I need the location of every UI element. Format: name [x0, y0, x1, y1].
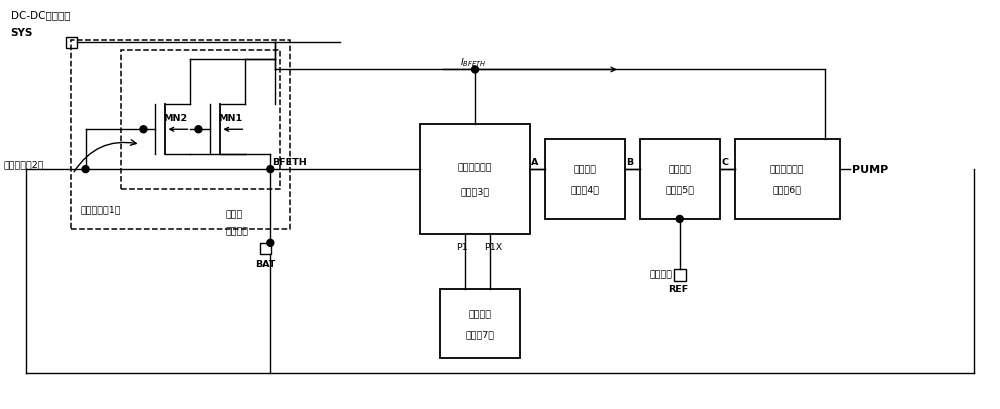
Text: 充电单元（1）: 充电单元（1）: [81, 205, 121, 214]
Circle shape: [267, 166, 274, 173]
Text: REF: REF: [668, 285, 688, 294]
Bar: [420, 125, 530, 234]
Circle shape: [82, 166, 89, 173]
Text: 充电电流调节: 充电电流调节: [770, 165, 804, 174]
Text: 采样单元（2）: 采样单元（2）: [4, 160, 44, 169]
Circle shape: [676, 216, 683, 223]
Circle shape: [267, 240, 274, 247]
Bar: [66, 38, 77, 48]
Bar: [545, 140, 625, 219]
Text: 单元（5）: 单元（5）: [665, 185, 694, 194]
Bar: [71, 40, 290, 229]
Text: BAT: BAT: [255, 260, 276, 269]
Circle shape: [140, 126, 147, 133]
Text: 单元（4）: 单元（4）: [570, 185, 599, 194]
Text: B: B: [626, 157, 633, 166]
Text: C: C: [721, 157, 728, 166]
Text: A: A: [531, 157, 539, 166]
Text: 开关电容电路: 开关电容电路: [458, 163, 492, 172]
Text: PUMP: PUMP: [852, 165, 888, 175]
Text: DC-DC输出电压: DC-DC输出电压: [11, 11, 70, 20]
Text: 单元（6）: 单元（6）: [773, 185, 802, 194]
Text: 阳极电压: 阳极电压: [225, 227, 248, 236]
Bar: [640, 140, 720, 219]
Text: BFETH: BFETH: [272, 157, 307, 166]
Text: P1X: P1X: [484, 242, 502, 251]
Text: 电压补偿: 电压补偿: [573, 165, 596, 174]
Text: 单元（3）: 单元（3）: [460, 187, 490, 196]
Circle shape: [195, 126, 202, 133]
Text: 锂电池: 锂电池: [225, 210, 243, 219]
Bar: [674, 269, 686, 281]
Text: 数字控制: 数字控制: [469, 309, 492, 318]
Text: 单元（7）: 单元（7）: [466, 329, 495, 338]
Bar: [735, 140, 840, 219]
Text: SYS: SYS: [11, 27, 33, 38]
Text: $I_{BFETH}$: $I_{BFETH}$: [460, 56, 486, 69]
Bar: [440, 289, 520, 359]
Text: 信号转换: 信号转换: [668, 165, 691, 174]
Text: MN1: MN1: [218, 114, 243, 122]
Text: P1: P1: [456, 242, 468, 251]
Circle shape: [472, 67, 479, 74]
Bar: [121, 50, 280, 190]
Bar: [260, 243, 271, 254]
Text: 基准电压: 基准电压: [650, 270, 673, 279]
Text: MN2: MN2: [163, 114, 188, 122]
